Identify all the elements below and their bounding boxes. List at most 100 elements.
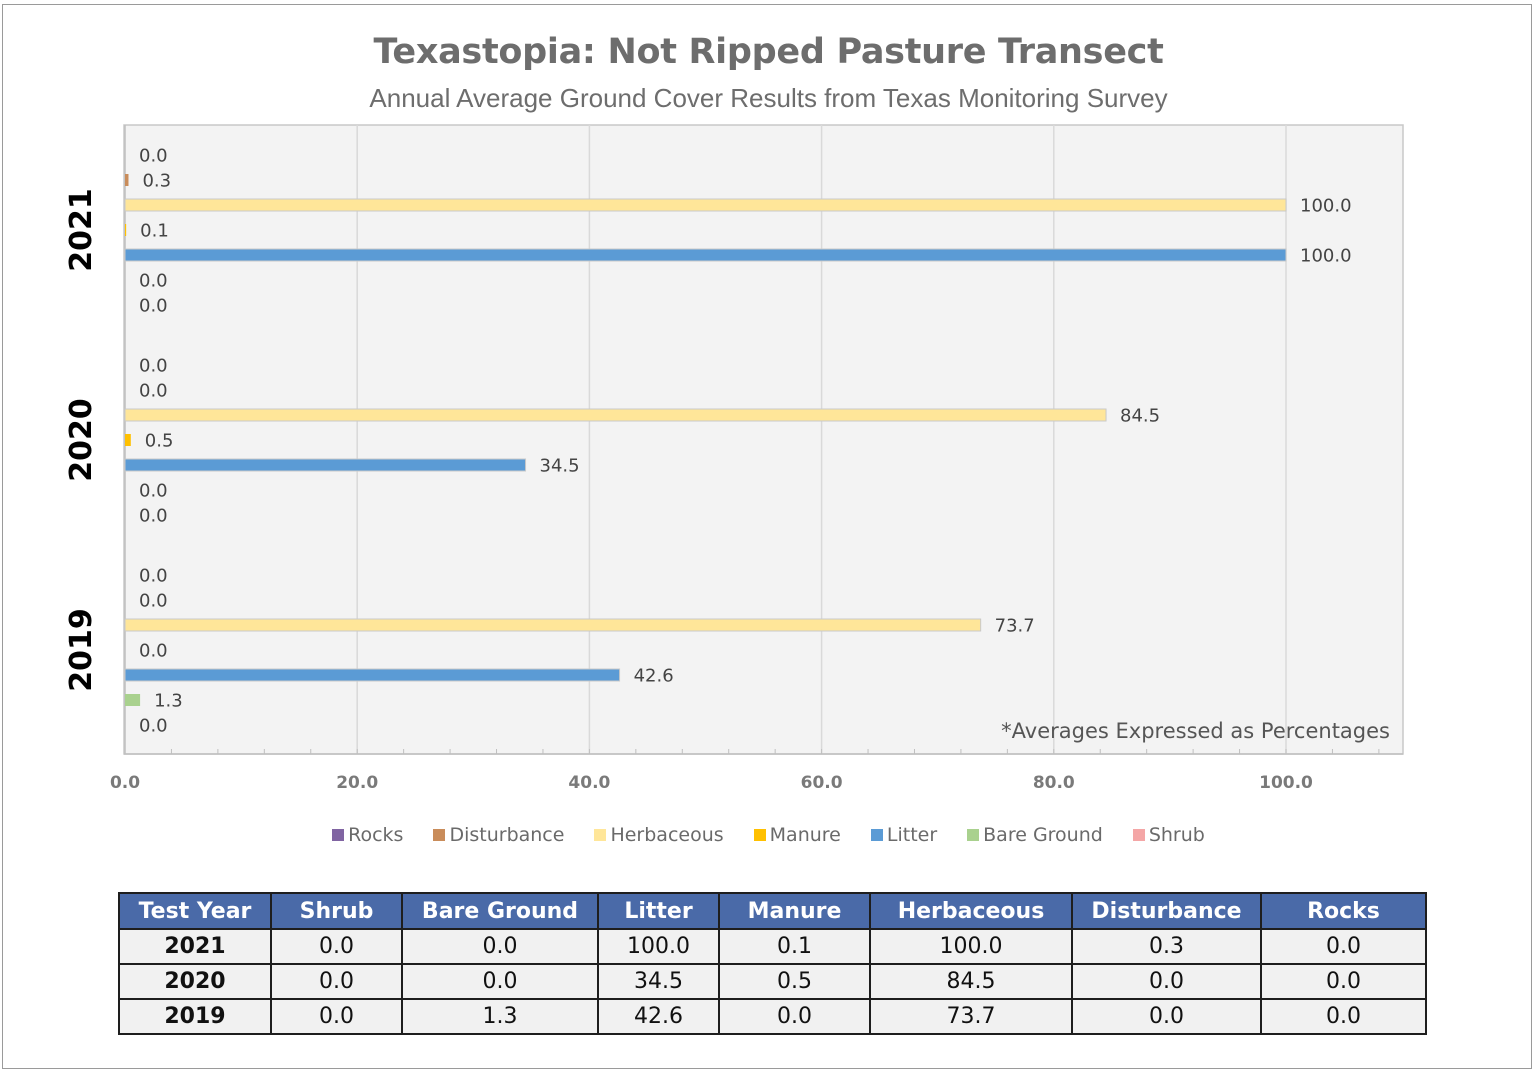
table-cell: 0.0 bbox=[401, 928, 599, 965]
data-label: 73.7 bbox=[995, 616, 1035, 637]
table-cell: 0.0 bbox=[1260, 998, 1427, 1035]
table-cell: 0.0 bbox=[1260, 928, 1427, 965]
table-header-cell: Rocks bbox=[1260, 892, 1427, 930]
data-label: 0.5 bbox=[145, 431, 174, 452]
table-body: 2021 0.0 0.0 100.0 0.1 100.0 0.3 0.0 2020 0.0 0.0 3… bbox=[118, 928, 1427, 1035]
table-cell: 100.0 bbox=[869, 928, 1073, 965]
table-cell: 0.3 bbox=[1071, 928, 1262, 965]
legend-swatch bbox=[594, 829, 607, 841]
legend-swatch bbox=[967, 829, 980, 841]
legend-item: Litter bbox=[870, 824, 938, 846]
x-tick-label: 40.0 bbox=[568, 773, 610, 793]
table-header-cell: Test Year bbox=[118, 892, 272, 930]
data-label: 0.0 bbox=[139, 296, 168, 317]
table-cell: 0.0 bbox=[718, 998, 871, 1035]
x-tick-label: 100.0 bbox=[1259, 773, 1313, 793]
table-cell: 0.0 bbox=[270, 928, 403, 965]
data-label: 0.0 bbox=[139, 381, 168, 402]
table-header-cell: Shrub bbox=[270, 892, 403, 930]
table-cell: 42.6 bbox=[597, 998, 720, 1035]
table-row: 2020 0.0 0.0 34.5 0.5 84.5 0.0 0.0 bbox=[118, 963, 1427, 1000]
data-label: 100.0 bbox=[1300, 196, 1352, 217]
bar-litter bbox=[124, 458, 527, 472]
data-label: 0.0 bbox=[139, 481, 168, 502]
data-label: 0.0 bbox=[139, 146, 168, 167]
table-cell: 100.0 bbox=[597, 928, 720, 965]
table-header-cell: Manure bbox=[718, 892, 871, 930]
data-label: 1.3 bbox=[154, 691, 183, 712]
x-tick-label: 20.0 bbox=[336, 773, 378, 793]
table-cell: 0.0 bbox=[270, 963, 403, 1000]
bar-herbaceous bbox=[124, 618, 982, 632]
table-cell: 0.0 bbox=[270, 998, 403, 1035]
table-cell: 0.5 bbox=[718, 963, 871, 1000]
legend-label: Disturbance bbox=[449, 824, 565, 846]
x-tick-label: 0.0 bbox=[110, 773, 140, 793]
summary-table: Test Year Shrub Bare Ground Litter Manure Her… bbox=[118, 892, 1427, 1035]
data-label: 84.5 bbox=[1120, 406, 1160, 427]
table-cell: 2021 bbox=[118, 928, 272, 965]
table-cell: 0.0 bbox=[1260, 963, 1427, 1000]
table-cell: 2020 bbox=[118, 963, 272, 1000]
bar-manure bbox=[125, 434, 131, 446]
legend-item: Disturbance bbox=[433, 824, 564, 846]
legend-label: Bare Ground bbox=[983, 824, 1103, 846]
category-label: 2021 bbox=[64, 188, 99, 272]
chart-title: Texastopia: Not Ripped Pasture Transect bbox=[373, 32, 1164, 72]
plot-background bbox=[123, 124, 1404, 755]
x-tick-label: 80.0 bbox=[1033, 773, 1075, 793]
table-header-cell: Bare Ground bbox=[401, 892, 599, 930]
table-header-cell: Litter bbox=[597, 892, 720, 930]
legend-label: Herbaceous bbox=[610, 824, 724, 846]
legend-item: Rocks bbox=[332, 824, 403, 846]
table-cell: 84.5 bbox=[869, 963, 1073, 1000]
data-label: 0.0 bbox=[139, 716, 168, 737]
data-label: 0.0 bbox=[139, 271, 168, 292]
chart-subtitle: Annual Average Ground Cover Results from… bbox=[369, 83, 1168, 113]
table-cell: 1.3 bbox=[401, 998, 599, 1035]
legend-item: Bare Ground bbox=[967, 824, 1103, 846]
table-row: 2021 0.0 0.0 100.0 0.1 100.0 0.3 0.0 bbox=[118, 928, 1427, 965]
legend-swatch bbox=[1132, 829, 1145, 841]
legend-label: Rocks bbox=[348, 824, 404, 846]
data-label: 100.0 bbox=[1300, 246, 1352, 267]
table-cell: 0.1 bbox=[718, 928, 871, 965]
annotation-note: *Averages Expressed as Percentages bbox=[1001, 719, 1390, 743]
data-label: 0.0 bbox=[139, 356, 168, 377]
table-cell: 34.5 bbox=[597, 963, 720, 1000]
bar-bare-ground bbox=[125, 694, 141, 706]
bar-manure bbox=[125, 224, 127, 236]
legend-item: Herbaceous bbox=[594, 824, 724, 846]
table-header-cell: Disturbance bbox=[1071, 892, 1262, 930]
table-header-row: Test Year Shrub Bare Ground Litter Manure Her… bbox=[118, 892, 1427, 930]
table-header-cell: Herbaceous bbox=[869, 892, 1073, 930]
bar-herbaceous bbox=[124, 408, 1107, 422]
legend-label: Litter bbox=[886, 824, 938, 846]
bar-herbaceous bbox=[124, 198, 1287, 212]
legend-swatch bbox=[433, 829, 446, 841]
data-label: 0.0 bbox=[139, 566, 168, 587]
table-cell: 0.0 bbox=[1071, 963, 1262, 1000]
plot-area: 0.0 20.0 40.0 60.0 80.0 100.0 0.0 0.3 100.0 0.1 10… bbox=[64, 124, 1404, 793]
table-cell: 0.0 bbox=[1071, 998, 1262, 1035]
category-label: 2019 bbox=[64, 608, 99, 692]
bar-litter bbox=[124, 248, 1287, 262]
bar-disturbance bbox=[125, 174, 129, 186]
data-label: 0.3 bbox=[142, 171, 171, 192]
table-cell: 0.0 bbox=[401, 963, 599, 1000]
legend: Rocks Disturbance Herbaceous Manure Litter Ba… bbox=[0, 824, 1537, 846]
data-label: 42.6 bbox=[634, 666, 674, 687]
table-cell: 73.7 bbox=[869, 998, 1073, 1035]
x-tick-label: 60.0 bbox=[801, 773, 843, 793]
legend-swatch bbox=[332, 829, 345, 841]
data-label: 0.0 bbox=[139, 591, 168, 612]
legend-swatch bbox=[753, 829, 766, 841]
data-label: 34.5 bbox=[540, 456, 580, 477]
table-cell: 2019 bbox=[118, 998, 272, 1035]
data-label: 0.0 bbox=[139, 506, 168, 527]
legend-label: Manure bbox=[769, 824, 841, 846]
legend-item: Manure bbox=[753, 824, 841, 846]
category-label: 2020 bbox=[64, 398, 99, 482]
data-label: 0.1 bbox=[140, 221, 169, 242]
bar-litter bbox=[124, 668, 621, 682]
